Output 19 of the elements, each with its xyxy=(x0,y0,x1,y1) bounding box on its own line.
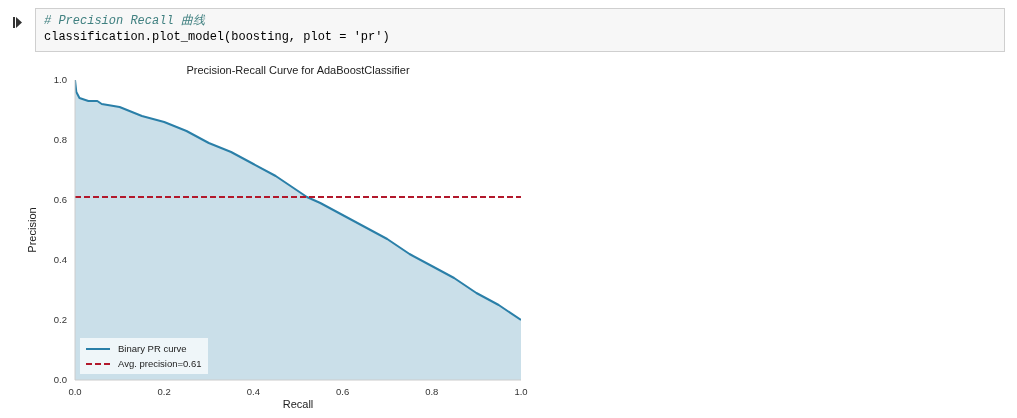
y-tick-label: 0.0 xyxy=(53,374,67,386)
x-tick-label: 1.0 xyxy=(514,385,528,397)
x-axis-title: Recall xyxy=(282,398,314,410)
x-tick-label: 0.2 xyxy=(157,385,171,397)
y-tick-label: 0.8 xyxy=(53,134,67,146)
y-tick-label: 0.6 xyxy=(53,194,67,206)
x-tick-label: 0.8 xyxy=(425,385,439,397)
x-tick-label: 0.6 xyxy=(335,385,350,397)
y-tick-label: 0.4 xyxy=(53,254,67,266)
legend-label: Avg. precision=0.61 xyxy=(118,358,202,369)
chart-title: Precision-Recall Curve for AdaBoostClassifier xyxy=(185,64,411,76)
x-tick-label: 0.0 xyxy=(68,385,82,397)
x-tick-label: 0.4 xyxy=(246,385,261,397)
legend-label: Binary PR curve xyxy=(118,343,187,354)
text: classification.plot_model(boosting, plot = 'pr') xyxy=(44,29,391,45)
y-tick-label: 0.2 xyxy=(53,314,67,326)
y-tick-label: 1.0 xyxy=(53,74,67,86)
y-axis-title: Precision xyxy=(26,207,38,253)
text: # Precision Recall 曲线 xyxy=(44,13,206,29)
